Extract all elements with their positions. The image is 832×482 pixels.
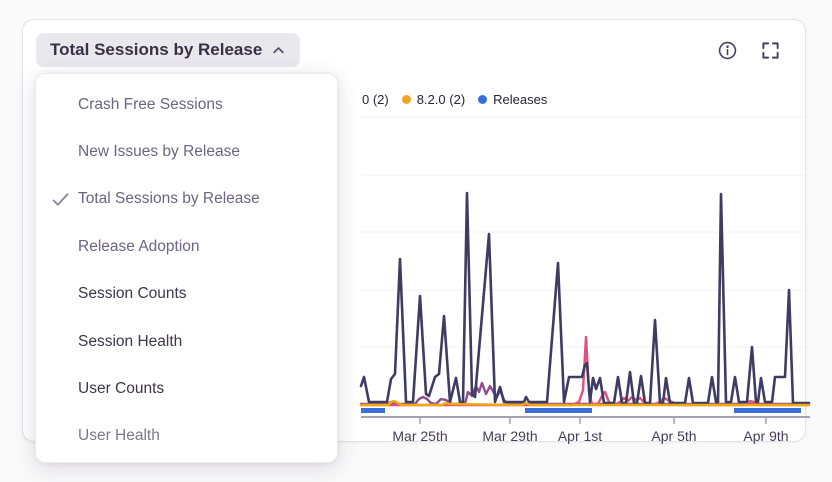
sessions-chart xyxy=(359,116,811,424)
widget-type-dropdown-menu: Crash Free Sessions New Issues by Releas… xyxy=(35,73,338,463)
menu-item-crash-free-sessions[interactable]: Crash Free Sessions xyxy=(36,81,337,128)
legend-dot-orange-icon xyxy=(401,95,411,104)
menu-item-label: User Health xyxy=(78,427,160,445)
menu-item-label: New Issues by Release xyxy=(78,143,240,161)
menu-item-label: Total Sessions by Release xyxy=(78,190,260,208)
expand-icon xyxy=(762,42,779,59)
info-icon xyxy=(718,41,737,60)
legend-item-release-8-2-0[interactable]: 8.2.0 (2) xyxy=(401,92,466,107)
chart-legend: 0 (2) 8.2.0 (2) Releases xyxy=(362,91,547,108)
legend-item-releases[interactable]: Releases xyxy=(478,92,547,107)
menu-item-label: User Counts xyxy=(78,380,165,398)
x-axis-labels: Mar 25th Mar 29th Apr 1st Apr 5th Apr 9th xyxy=(23,428,832,450)
menu-item-label: Session Health xyxy=(78,332,183,350)
legend-item-label: 0 (2) xyxy=(362,92,389,107)
menu-item-session-health[interactable]: Session Health xyxy=(36,318,337,365)
menu-item-label: Crash Free Sessions xyxy=(78,95,223,113)
x-axis-label: Apr 5th xyxy=(651,428,697,444)
x-axis-label: Apr 1st xyxy=(557,428,603,444)
x-axis-label: Mar 25th xyxy=(392,428,448,444)
info-button[interactable] xyxy=(718,41,737,60)
chevron-up-icon xyxy=(273,46,284,53)
menu-item-label: Release Adoption xyxy=(78,237,200,255)
menu-item-total-sessions-by-release[interactable]: Total Sessions by Release xyxy=(36,176,337,223)
check-icon xyxy=(52,193,69,206)
menu-item-new-issues-by-release[interactable]: New Issues by Release xyxy=(36,128,337,175)
legend-dot-blue-icon xyxy=(478,95,488,104)
expand-button[interactable] xyxy=(761,41,780,60)
legend-item-label: 8.2.0 (2) xyxy=(416,92,466,107)
menu-item-release-adoption[interactable]: Release Adoption xyxy=(36,223,337,270)
widget-title: Total Sessions by Release xyxy=(50,40,263,59)
legend-item-truncated-release[interactable]: 0 (2) xyxy=(362,92,389,107)
legend-item-label: Releases xyxy=(493,92,548,107)
menu-item-session-counts[interactable]: Session Counts xyxy=(36,271,337,318)
menu-item-user-health[interactable]: User Health xyxy=(36,413,337,460)
widget-title-dropdown-button[interactable]: Total Sessions by Release xyxy=(36,33,301,67)
x-axis-label: Mar 29th xyxy=(482,428,538,444)
menu-item-user-counts[interactable]: User Counts xyxy=(36,365,337,412)
menu-item-label: Session Counts xyxy=(78,285,187,303)
x-axis-label: Apr 9th xyxy=(743,428,789,444)
